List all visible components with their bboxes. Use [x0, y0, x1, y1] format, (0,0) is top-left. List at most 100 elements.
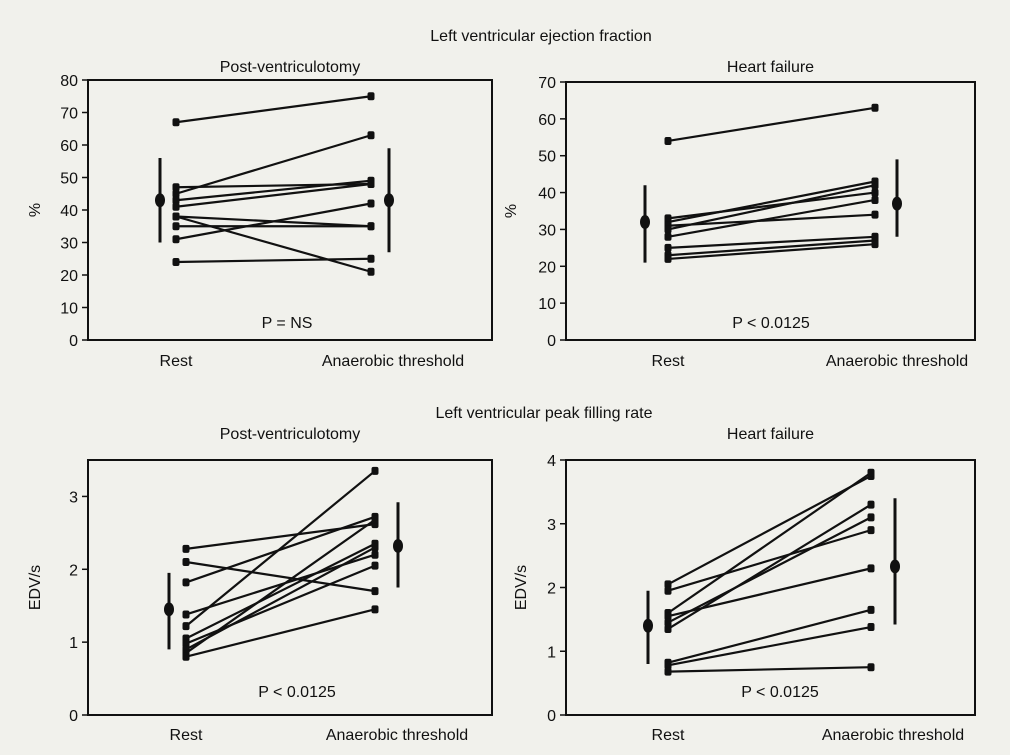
rest-point: [182, 610, 190, 619]
threshold-point: [871, 181, 879, 190]
plot-frame: [87, 459, 493, 716]
threshold-point: [367, 267, 375, 276]
p-value-annotation: P < 0.0125: [732, 315, 810, 332]
rest-point: [182, 578, 190, 587]
panel-lvef-post-ventriculotomy: Post-ventriculotomy 0 10 20 30 40 50 60 70 80% Res…: [27, 59, 493, 370]
subject-line: [667, 529, 872, 592]
summary-mean: [640, 215, 650, 230]
rest-point: [664, 586, 672, 595]
subject-line: [185, 470, 376, 627]
section-title-ejection-fraction: Left ventricular ejection fraction: [430, 28, 651, 45]
x-category-label: Anaerobic threshold: [322, 353, 464, 370]
y-tick-label: 50: [60, 171, 78, 188]
p-value-annotation: P < 0.0125: [741, 684, 819, 701]
panel-title: Post-ventriculotomy: [220, 59, 361, 76]
subject-line: [667, 184, 876, 231]
y-tick-label: 0: [69, 333, 78, 350]
rest-point: [664, 612, 672, 621]
rest-point: [172, 202, 180, 211]
rest-point: [182, 652, 190, 661]
summary-mean: [643, 618, 653, 633]
y-tick-label: 3: [547, 517, 556, 534]
threshold-point: [871, 195, 879, 204]
x-category-label: Anaerobic threshold: [822, 727, 964, 744]
y-axis-label: %: [503, 204, 520, 218]
summary-mean: [393, 538, 403, 553]
rest-point: [182, 622, 190, 631]
summary-mean: [155, 193, 165, 208]
threshold-point: [371, 466, 379, 475]
subject-line: [667, 608, 872, 664]
rest-point: [664, 136, 672, 145]
y-tick-label: 10: [60, 301, 78, 318]
plot-frame: [565, 81, 976, 341]
subject-line: [667, 474, 872, 586]
panel-title: Heart failure: [727, 426, 814, 443]
threshold-point: [371, 561, 379, 570]
subject-line: [667, 235, 876, 249]
threshold-point: [867, 605, 875, 614]
subject-line: [667, 471, 872, 614]
subject-line: [667, 191, 876, 220]
threshold-point: [867, 526, 875, 535]
subject-line: [667, 625, 872, 667]
subject-line: [185, 608, 376, 658]
subject-line: [667, 243, 876, 261]
threshold-point: [871, 210, 879, 219]
subject-line: [667, 666, 872, 673]
summary-mean: [890, 559, 900, 574]
subject-line: [667, 516, 872, 624]
y-tick-label: 10: [538, 296, 556, 313]
rest-point: [182, 558, 190, 566]
summary-mean: [384, 193, 394, 208]
subject-line: [185, 518, 376, 654]
threshold-point: [367, 199, 375, 208]
p-value-annotation: P < 0.0125: [258, 684, 336, 701]
threshold-point: [367, 131, 375, 140]
x-category-label: Rest: [652, 353, 685, 370]
y-axis-label: %: [27, 203, 44, 217]
y-tick-label: 30: [538, 222, 556, 239]
threshold-point: [867, 500, 875, 509]
y-tick-label: 30: [60, 236, 78, 253]
rest-point: [172, 189, 180, 198]
rest-point: [664, 232, 672, 241]
threshold-point: [867, 663, 875, 672]
panel-pfr-post-ventriculotomy: Post-ventriculotomy 0 1 2 3 EDV/s Rest Anaerobi…: [27, 426, 493, 744]
p-value-annotation: P = NS: [262, 315, 313, 332]
y-tick-label: 60: [538, 112, 556, 129]
rest-point: [664, 254, 672, 263]
y-tick-label: 1: [69, 635, 78, 652]
threshold-point: [367, 254, 375, 263]
y-tick-label: 40: [60, 203, 78, 220]
y-tick-label: 70: [538, 75, 556, 92]
y-axis-label: EDV/s: [27, 565, 44, 610]
panel-title: Post-ventriculotomy: [220, 426, 361, 443]
threshold-point: [867, 623, 875, 632]
rest-point: [664, 618, 672, 627]
threshold-point: [371, 605, 379, 614]
y-tick-label: 4: [547, 453, 556, 470]
y-tick-label: 1: [547, 644, 556, 661]
y-tick-label: 80: [60, 73, 78, 90]
subject-line: [175, 202, 372, 241]
y-tick-label: 2: [69, 562, 78, 579]
rest-point: [664, 225, 672, 234]
rest-point: [172, 222, 180, 231]
subject-line: [667, 239, 876, 257]
threshold-point: [371, 515, 379, 524]
y-tick-label: 0: [547, 333, 556, 350]
threshold-point: [371, 587, 379, 596]
threshold-point: [871, 240, 879, 249]
rest-point: [172, 196, 180, 205]
section-title-peak-filling-rate: Left ventricular peak filling rate: [436, 405, 653, 422]
rest-point: [664, 667, 672, 676]
rest-point: [172, 183, 180, 192]
subject-line: [175, 257, 372, 264]
panel-title: Heart failure: [727, 59, 814, 76]
y-tick-label: 60: [60, 138, 78, 155]
rest-point: [664, 580, 672, 589]
rest-point: [172, 258, 180, 266]
y-tick-label: 70: [60, 106, 78, 123]
